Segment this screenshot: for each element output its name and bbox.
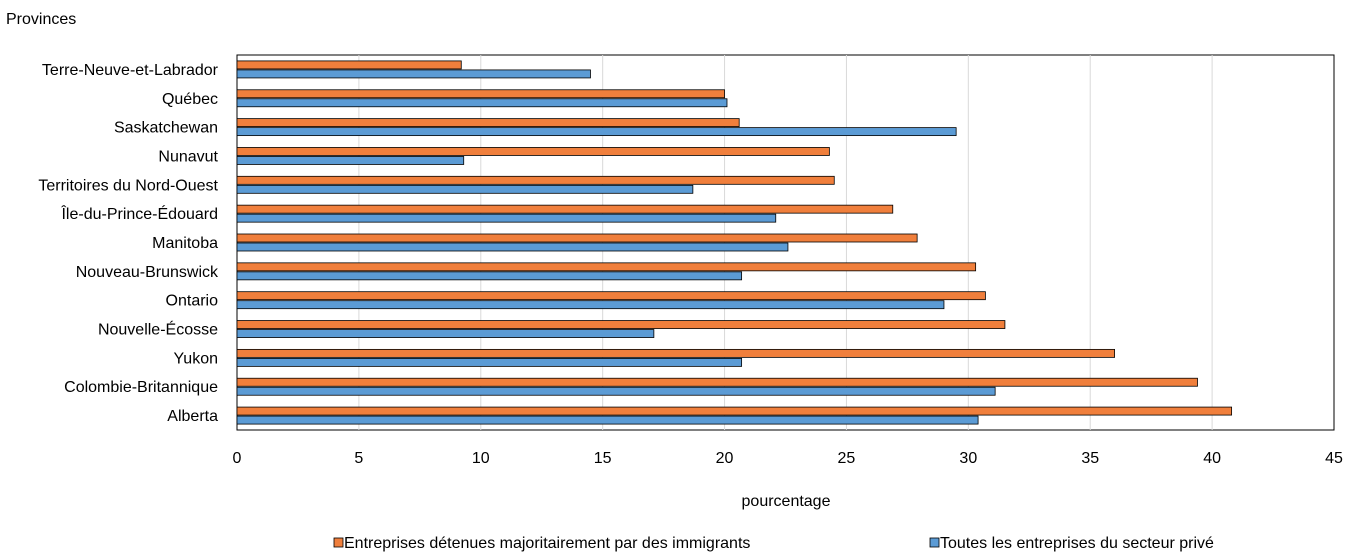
bar-all-private bbox=[236, 357, 743, 367]
legend-label: Entreprises détenues majoritairement par… bbox=[344, 535, 750, 552]
bar-immigrant-owned bbox=[236, 147, 830, 156]
category-labels: Terre-Neuve-et-Labrador Québec Saskatchewa… bbox=[38, 62, 219, 425]
category-label: Saskatchewan bbox=[114, 120, 218, 137]
bar-immigrant-owned bbox=[236, 348, 1115, 358]
bar-all-private bbox=[236, 415, 979, 425]
bar-all-private bbox=[236, 156, 465, 165]
x-tick-label: 5 bbox=[354, 450, 363, 467]
category-label: Nunavut bbox=[158, 148, 218, 165]
category-label: Yukon bbox=[174, 350, 218, 367]
bars bbox=[236, 60, 1233, 425]
category-label: Territoires du Nord-Ouest bbox=[38, 177, 218, 194]
bar-immigrant-owned bbox=[236, 118, 740, 128]
x-tick-label: 25 bbox=[838, 450, 856, 467]
bar-all-private bbox=[236, 184, 694, 194]
bar-all-private bbox=[236, 386, 996, 396]
category-label: Ontario bbox=[166, 293, 219, 310]
bar-all-private bbox=[236, 127, 957, 137]
bar-all-private bbox=[236, 98, 728, 108]
x-tick-label: 10 bbox=[472, 450, 490, 467]
category-label: Alberta bbox=[167, 408, 218, 425]
x-tick-label: 30 bbox=[959, 450, 977, 467]
legend: Entreprises détenues majoritairement par… bbox=[333, 535, 1214, 552]
bar-all-private bbox=[236, 329, 655, 338]
x-tick-labels: 0 5 10 15 20 25 30 35 40 45 bbox=[233, 450, 1343, 467]
x-tick-label: 35 bbox=[1081, 450, 1099, 467]
category-label: Québec bbox=[162, 91, 218, 108]
gridlines bbox=[358, 55, 1213, 430]
bar-immigrant-owned bbox=[236, 320, 1006, 329]
bar-immigrant-owned bbox=[236, 406, 1233, 416]
legend-swatch bbox=[333, 537, 344, 548]
category-label: Colombie-Britannique bbox=[64, 379, 218, 396]
bar-all-private bbox=[236, 300, 945, 310]
bar-all-private bbox=[236, 69, 591, 79]
category-label: Manitoba bbox=[152, 235, 218, 252]
plot-area bbox=[236, 54, 1335, 431]
bar-immigrant-owned bbox=[236, 233, 918, 243]
bar-all-private bbox=[236, 213, 777, 223]
bar-immigrant-owned bbox=[236, 60, 462, 70]
bar-immigrant-owned bbox=[236, 89, 725, 99]
x-tick-label: 0 bbox=[233, 450, 242, 467]
chart-title: Provinces bbox=[6, 11, 76, 28]
bar-all-private bbox=[236, 271, 743, 281]
x-axis-label: pourcentage bbox=[742, 493, 831, 510]
x-tick-label: 20 bbox=[716, 450, 734, 467]
x-tick-label: 45 bbox=[1325, 450, 1343, 467]
x-tick-label: 40 bbox=[1203, 450, 1221, 467]
bar-all-private bbox=[236, 242, 789, 252]
bar-immigrant-owned bbox=[236, 175, 835, 185]
x-tick-label: 15 bbox=[594, 450, 612, 467]
bar-immigrant-owned bbox=[236, 291, 986, 301]
bar-immigrant-owned bbox=[236, 204, 894, 214]
category-label: Terre-Neuve-et-Labrador bbox=[42, 62, 219, 79]
category-label: Île-du-Prince-Édouard bbox=[60, 204, 218, 223]
legend-label: Toutes les entreprises du secteur privé bbox=[940, 535, 1214, 552]
category-label: Nouvelle-Écosse bbox=[98, 320, 218, 339]
category-label: Nouveau-Brunswick bbox=[76, 264, 219, 281]
legend-swatch bbox=[929, 537, 940, 548]
bar-immigrant-owned bbox=[236, 377, 1198, 387]
bar-immigrant-owned bbox=[236, 262, 977, 272]
